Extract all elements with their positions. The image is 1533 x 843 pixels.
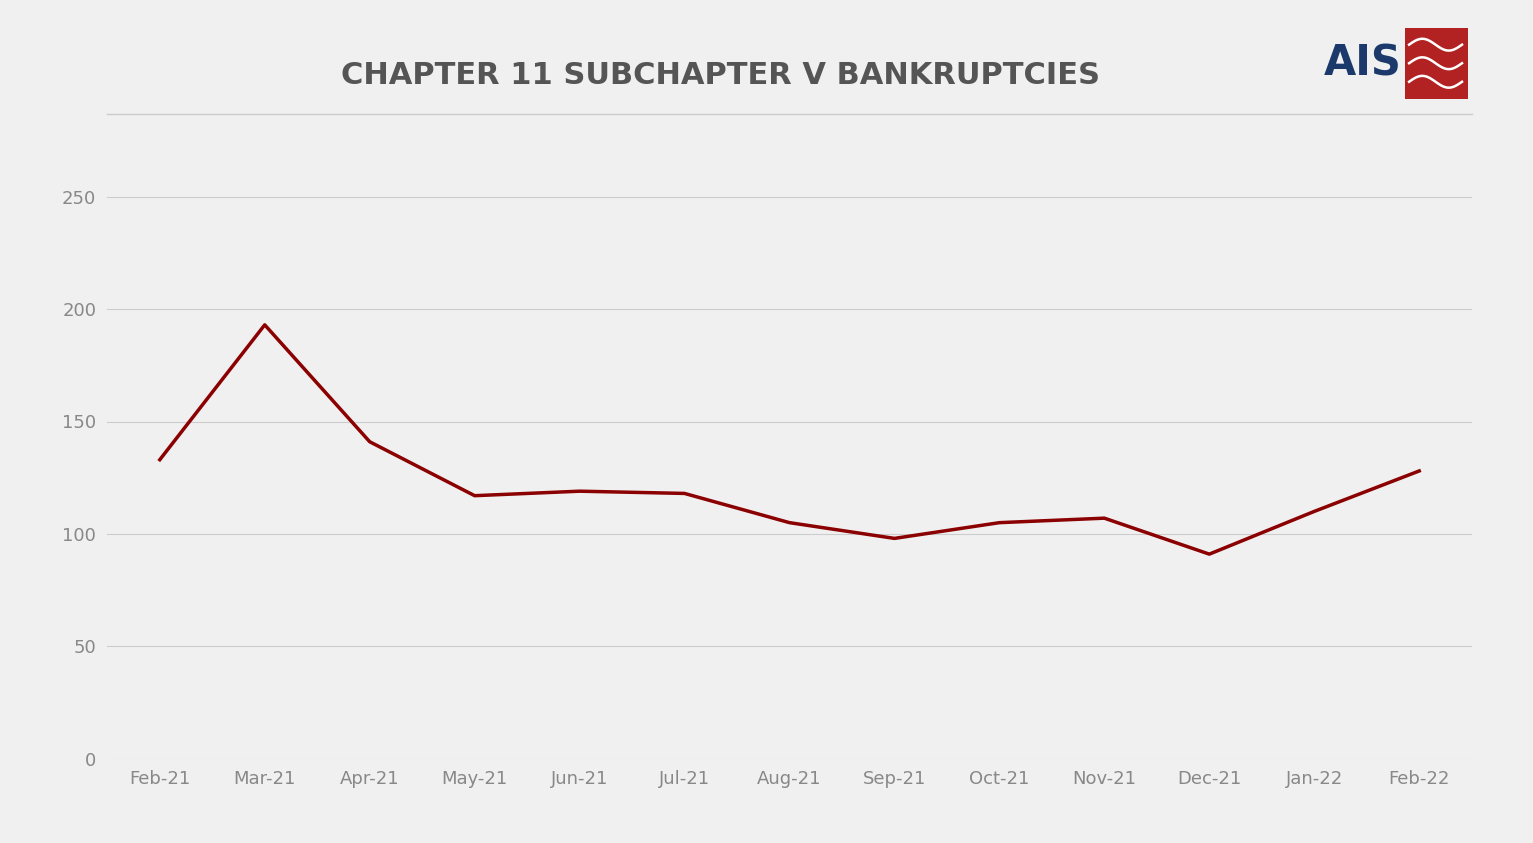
Text: AIS: AIS (1323, 42, 1401, 84)
Bar (1404, 28, 1469, 99)
Text: CHAPTER 11 SUBCHAPTER V BANKRUPTCIES: CHAPTER 11 SUBCHAPTER V BANKRUPTCIES (340, 62, 1101, 90)
